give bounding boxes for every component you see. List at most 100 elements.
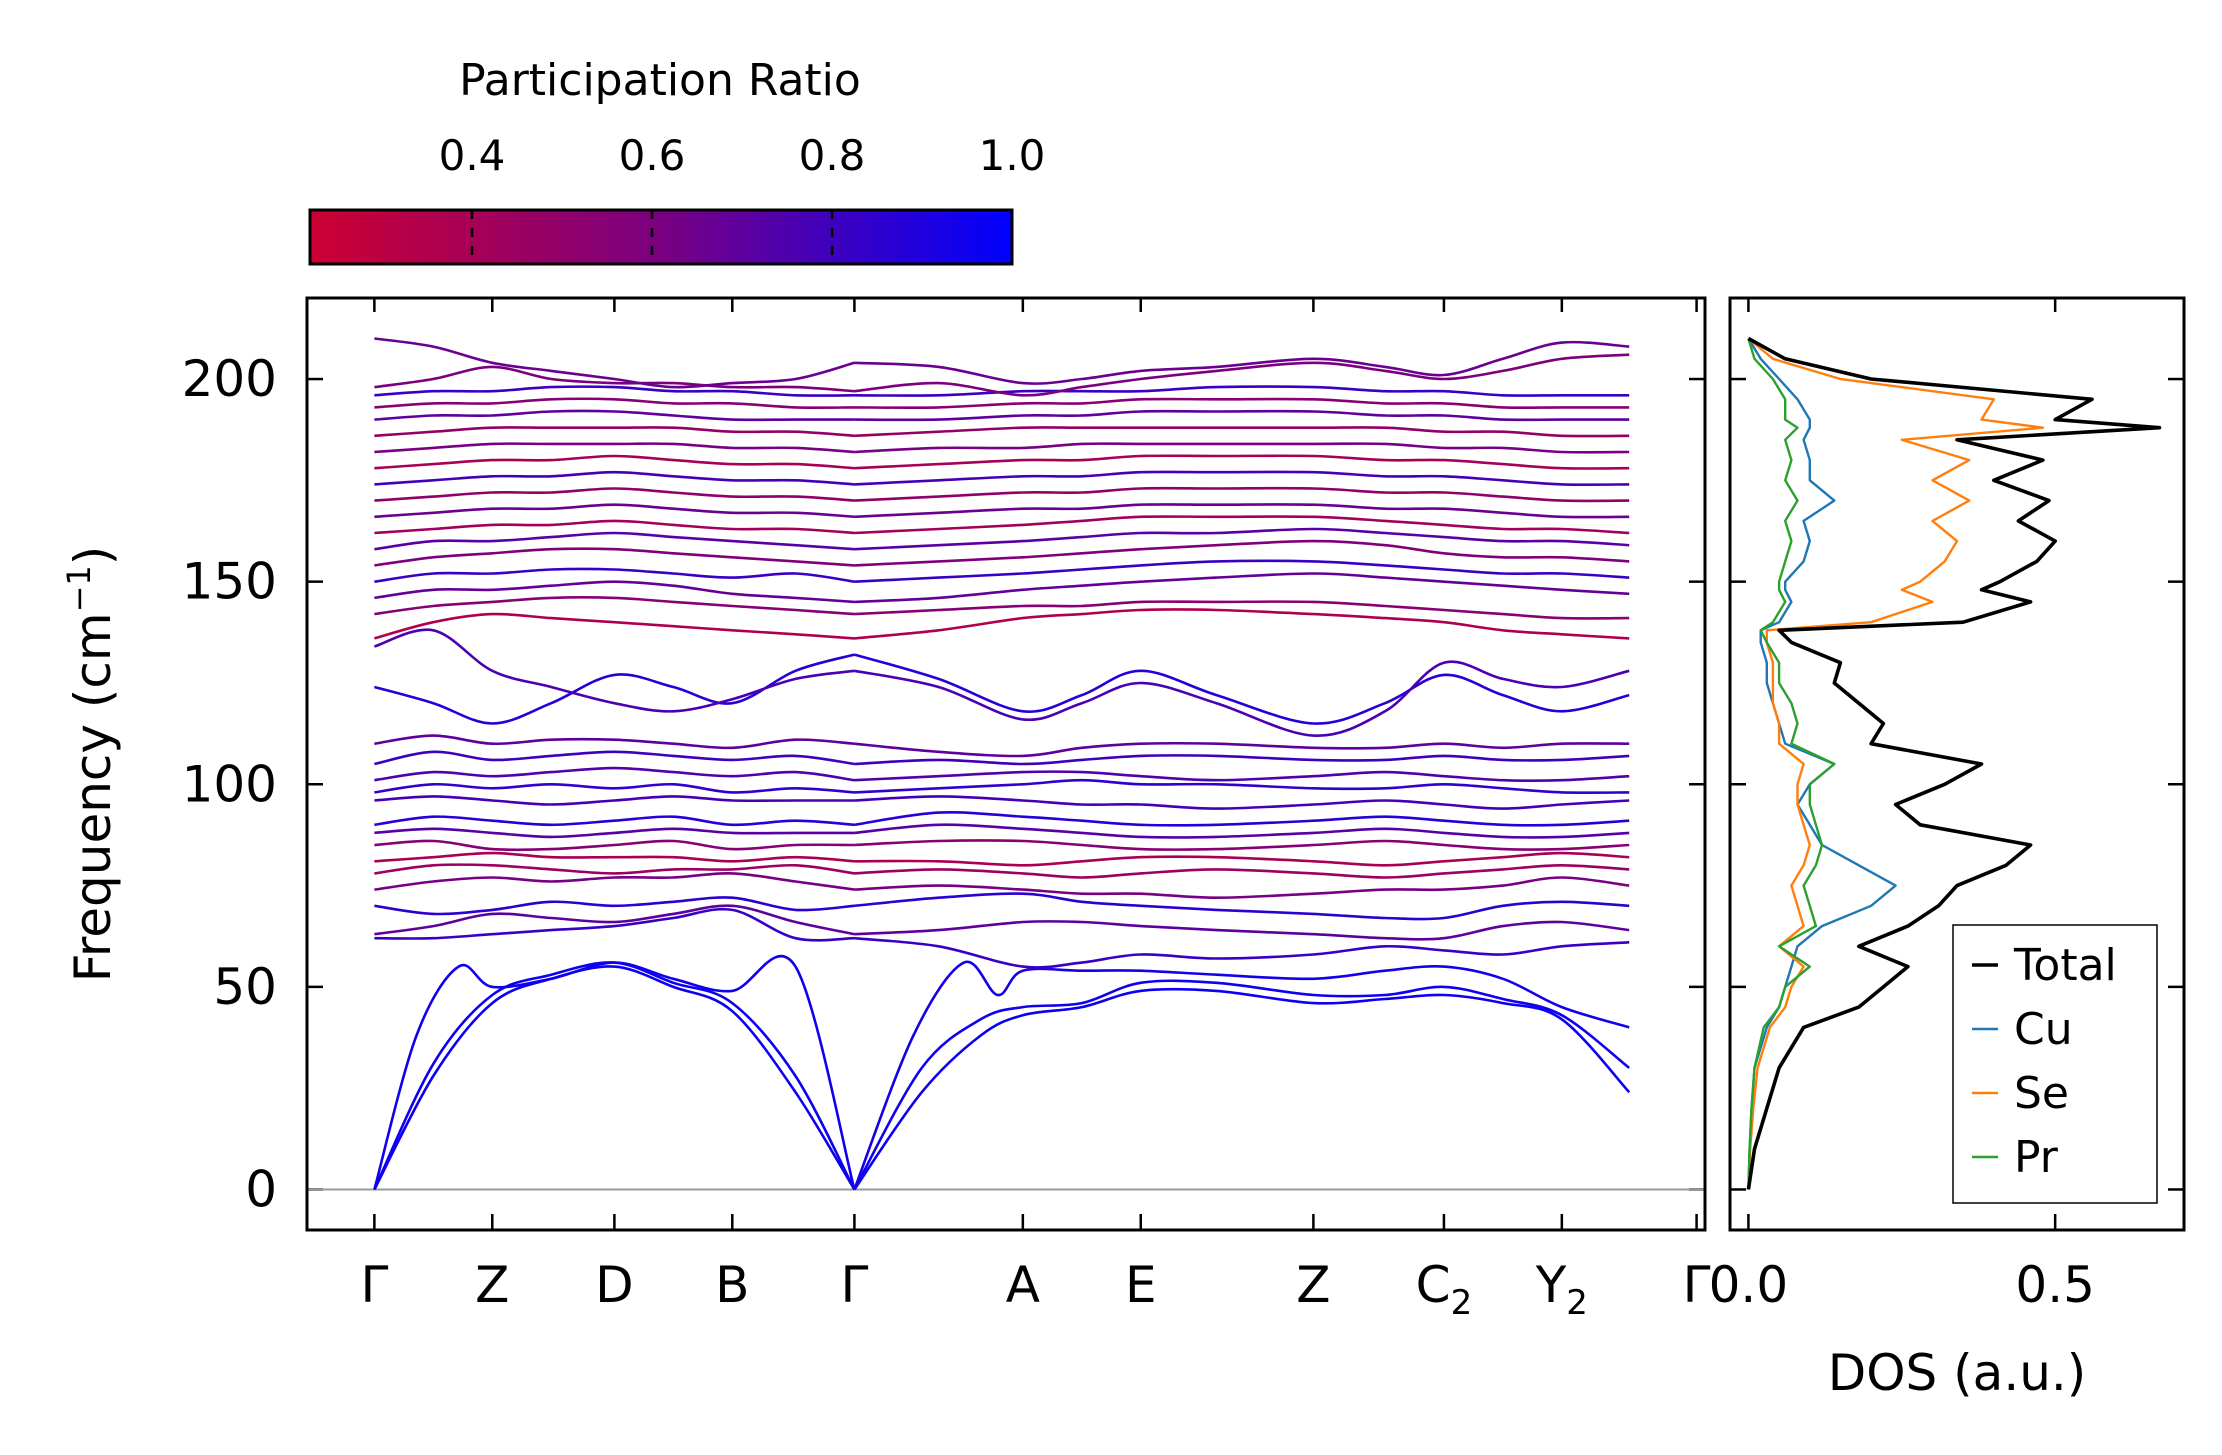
y-tick-label: 100 xyxy=(182,755,277,813)
band-line-acoustic-4 xyxy=(853,987,1631,1191)
y-axis-label: Frequency (cm−1) xyxy=(60,546,122,983)
band-line-b17 xyxy=(374,782,855,794)
band-line-b29 xyxy=(854,515,1630,535)
high-symmetry-label: Γ xyxy=(1683,1256,1711,1314)
legend-items: Total Cu Se Pr xyxy=(1972,940,2117,1183)
y-tick-label: 0 xyxy=(245,1160,277,1218)
band-line-b36 xyxy=(854,409,1630,422)
colorbar-tick-label: 0.4 xyxy=(439,131,506,180)
band-line-b10 xyxy=(374,872,855,891)
dos-axes: 0.0 0.5 xyxy=(1709,298,2184,1314)
dos-line-pr xyxy=(1747,338,1836,1190)
high-symmetry-label: Γ xyxy=(360,1256,388,1314)
band-line-acoustic-1 xyxy=(373,965,856,1191)
high-symmetry-label: D xyxy=(595,1256,634,1314)
band-line-b11 xyxy=(854,863,1630,879)
band-line-b27 xyxy=(854,539,1630,567)
band-line-b10 xyxy=(854,876,1630,900)
dos-line-cu xyxy=(1747,337,1897,1190)
band-line-b18 xyxy=(854,770,1630,783)
colorbar: Participation Ratio 0.4 0.6 0.8 1.0 xyxy=(308,55,1046,266)
band-line-b40 xyxy=(374,337,855,389)
band-line-acoustic-6 xyxy=(853,960,1630,1190)
y-tick-label: 200 xyxy=(182,350,277,408)
dos-frame xyxy=(1728,296,2186,1232)
band-line-b29 xyxy=(374,519,855,535)
band-line-b21 xyxy=(374,653,855,725)
colorbar-tick-label: 0.6 xyxy=(619,131,686,180)
band-line-b15 xyxy=(854,811,1630,827)
high-symmetry-label: A xyxy=(1006,1256,1040,1314)
band-line-b20 xyxy=(854,741,1630,758)
legend-label-total: Total xyxy=(2013,940,2117,991)
band-line-b40 xyxy=(854,340,1630,385)
band-line-b20 xyxy=(374,734,855,750)
legend-label-cu: Cu xyxy=(2014,1004,2073,1055)
band-line-b15 xyxy=(374,815,855,827)
band-line-b08 xyxy=(854,919,1630,941)
band-line-acoustic-3 xyxy=(373,955,856,1190)
band-line-b36 xyxy=(374,409,855,422)
colorbar-tick-label: 1.0 xyxy=(979,131,1046,180)
band-y-axis: 0 50 100 150 200 xyxy=(182,350,1705,1218)
y-tick-label: 50 xyxy=(213,958,277,1016)
band-line-b24 xyxy=(854,600,1630,620)
band-line-b39 xyxy=(854,353,1630,397)
colorbar-title: Participation Ratio xyxy=(459,55,861,106)
band-x-axis: Γ Z D B Γ A E Z C2 Y2 Γ xyxy=(360,298,1711,1323)
band-line-b25 xyxy=(854,572,1630,604)
band-line-b39 xyxy=(374,365,855,393)
band-line-b37 xyxy=(374,397,855,410)
band-line-b09 xyxy=(854,892,1630,921)
dos-curves xyxy=(1746,336,2162,1190)
band-line-b11 xyxy=(374,863,855,875)
colorbar-tick-labels: 0.4 0.6 0.8 1.0 xyxy=(439,131,1046,180)
high-symmetry-label: B xyxy=(715,1256,749,1314)
band-line-b30 xyxy=(854,503,1630,519)
band-line-b38 xyxy=(374,385,855,397)
band-line-b35 xyxy=(854,426,1630,438)
band-line-acoustic-5 xyxy=(853,979,1631,1191)
band-line-b33 xyxy=(854,454,1630,470)
band-line-b08 xyxy=(374,904,855,936)
phonon-bands xyxy=(373,337,1631,1191)
band-line-b16 xyxy=(374,795,855,806)
band-line-b19 xyxy=(374,750,855,766)
dos-x-axis-label: DOS (a.u.) xyxy=(1828,1344,2087,1402)
band-line-b14 xyxy=(374,827,855,839)
band-line-b37 xyxy=(854,397,1630,410)
legend-label-pr: Pr xyxy=(2014,1132,2059,1183)
dos-line-total xyxy=(1746,336,2162,1190)
band-structure-panel: 0 50 100 150 200 Frequency (cm−1) Γ Z D B Γ A E Z C2… xyxy=(60,296,1711,1323)
band-line-b12 xyxy=(374,851,855,863)
band-line-b27 xyxy=(374,547,855,567)
band-line-b23 xyxy=(374,612,855,640)
band-line-b28 xyxy=(374,531,855,551)
high-symmetry-label: Γ xyxy=(840,1256,868,1314)
dos-panel: 0.0 0.5 DOS (a.u.) Total Cu Se Pr xyxy=(1709,296,2186,1402)
band-line-b19 xyxy=(854,754,1630,766)
band-line-b17 xyxy=(854,778,1630,794)
colorbar-ticks xyxy=(470,210,834,264)
band-line-b31 xyxy=(374,487,855,502)
dos-legend: Total Cu Se Pr xyxy=(1952,924,2158,1204)
colorbar-gradient xyxy=(308,208,1014,266)
legend-label-se: Se xyxy=(2014,1068,2069,1119)
band-line-b14 xyxy=(854,823,1630,839)
band-line-b18 xyxy=(374,766,855,782)
band-line-b25 xyxy=(374,580,855,604)
band-line-b13 xyxy=(854,839,1630,851)
band-line-b24 xyxy=(374,596,855,616)
band-line-b12 xyxy=(854,851,1630,867)
band-line-b34 xyxy=(374,442,855,454)
band-line-b35 xyxy=(374,426,855,438)
band-line-b28 xyxy=(854,527,1630,551)
band-line-b07 xyxy=(854,936,1630,969)
band-line-b21 xyxy=(854,653,1630,725)
colorbar-tick-label: 0.8 xyxy=(799,131,866,180)
band-line-b09 xyxy=(374,896,855,916)
band-line-b26 xyxy=(854,559,1630,583)
band-line-acoustic-2 xyxy=(373,961,856,1191)
band-line-b34 xyxy=(854,442,1630,454)
